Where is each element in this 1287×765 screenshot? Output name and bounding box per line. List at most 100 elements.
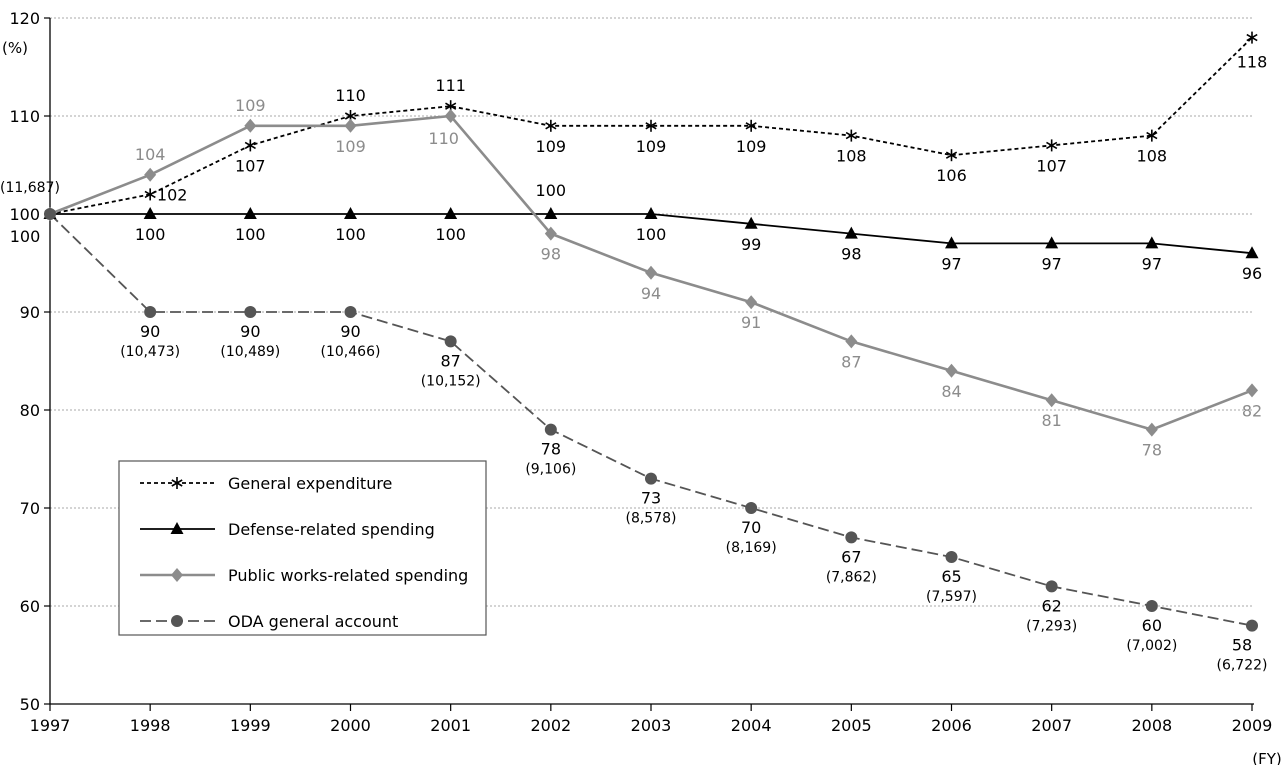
data-label: 78 (541, 440, 561, 459)
diamond-marker (945, 363, 958, 378)
amount-label: (7,597) (926, 589, 977, 605)
legend-box (118, 460, 487, 636)
data-label: 99 (741, 235, 761, 254)
circle-marker (44, 208, 56, 220)
asterisk-marker (645, 119, 657, 132)
asterisk-stroke (1146, 131, 1158, 140)
asterisk-marker (171, 477, 183, 489)
diamond-marker (544, 226, 557, 241)
data-label: 97 (1041, 254, 1061, 273)
x-tick-label: 2008 (1131, 716, 1172, 735)
data-label: 81 (1041, 411, 1061, 430)
data-label: 108 (836, 147, 867, 166)
circle-marker (1045, 580, 1058, 593)
circle-marker (745, 502, 758, 514)
data-label: 87 (440, 351, 460, 370)
triangle-marker (945, 236, 958, 249)
asterisk-marker (545, 119, 557, 132)
data-label: 100 (235, 225, 266, 244)
x-tick-label: 2007 (1031, 716, 1072, 735)
data-label: 60 (1142, 616, 1162, 635)
data-label: 108 (1137, 147, 1168, 166)
circle-marker (171, 615, 183, 627)
asterisk-stroke (171, 479, 183, 487)
data-label: 109 (335, 137, 366, 156)
circle-marker (945, 551, 958, 563)
circle-marker (1145, 600, 1158, 612)
y-tick-label: 50 (20, 695, 40, 714)
circle-marker (1246, 619, 1258, 632)
data-label: 100 (335, 225, 366, 244)
data-label: 109 (636, 137, 667, 156)
circle-marker (544, 423, 557, 436)
data-label: 82 (1242, 401, 1262, 420)
data-label: 70 (741, 518, 761, 537)
data-label: 100 (10, 227, 41, 246)
triangle-marker (444, 207, 458, 219)
data-label: 87 (841, 352, 861, 371)
legend: General expenditure Defense-related spend… (118, 460, 487, 636)
asterisk-stroke (144, 190, 156, 199)
data-label: 107 (1036, 156, 1067, 175)
diamond-marker (1246, 383, 1258, 398)
asterisk-stroke (244, 141, 256, 150)
data-label: 100 (536, 181, 567, 200)
diamond-marker (344, 118, 357, 133)
data-label: 107 (235, 156, 266, 175)
diamond-marker (171, 568, 183, 582)
asterisk-marker (144, 188, 156, 201)
asterisk-stroke (845, 131, 857, 140)
data-label: 109 (736, 137, 767, 156)
diamond-marker (1045, 393, 1058, 408)
asterisk-stroke (745, 122, 757, 130)
data-label: 106 (936, 166, 967, 185)
y-tick-label: 60 (20, 597, 40, 616)
asterisk-marker (945, 149, 958, 162)
diamond-marker (845, 334, 858, 349)
y-tick-label: 70 (20, 499, 40, 518)
asterisk-marker (845, 129, 857, 142)
data-label: 84 (941, 382, 961, 401)
data-label: 110 (428, 129, 459, 148)
data-label: 62 (1041, 596, 1061, 615)
data-label: 110 (335, 86, 366, 105)
asterisk-stroke (545, 122, 557, 130)
legend-label: ODA general account (228, 612, 398, 631)
x-tick-label: 2001 (430, 716, 471, 735)
amount-label: (7,862) (826, 569, 877, 585)
data-label: 97 (941, 254, 961, 273)
series-markers (43, 31, 1259, 632)
triangle-marker (544, 207, 558, 219)
data-label: 90 (340, 322, 360, 341)
x-tick-label: 2002 (530, 716, 571, 735)
data-label: 109 (235, 96, 266, 115)
data-label: 97 (1142, 254, 1162, 273)
data-label: 98 (841, 245, 861, 264)
diamond-marker (444, 109, 457, 123)
triangle-marker (243, 207, 257, 219)
diamond-marker (1145, 422, 1158, 437)
x-tick-label: 2009 (1232, 716, 1273, 735)
asterisk-stroke (445, 102, 457, 110)
y-tick-label: 90 (20, 303, 40, 322)
asterisk-marker (1146, 129, 1158, 142)
asterisk-stroke (344, 112, 357, 120)
diamond-marker (244, 118, 257, 133)
x-tick-label: 2006 (931, 716, 972, 735)
amount-label: (10,473) (120, 344, 180, 360)
asterisk-marker (1046, 139, 1058, 152)
circle-marker (144, 306, 157, 318)
asterisk-stroke (645, 122, 657, 130)
diamond-marker (144, 167, 157, 182)
data-label: 100 (636, 225, 667, 244)
x-tick-label: 2004 (731, 716, 772, 735)
amount-label: (8,169) (726, 540, 777, 556)
legend-label: General expenditure (228, 474, 392, 493)
amount-label: (9,106) (525, 462, 576, 478)
data-label: 65 (941, 567, 961, 586)
data-label: 102 (157, 185, 188, 204)
data-label: 90 (240, 322, 260, 341)
data-label: 73 (641, 489, 661, 508)
data-label: 94 (641, 284, 661, 303)
